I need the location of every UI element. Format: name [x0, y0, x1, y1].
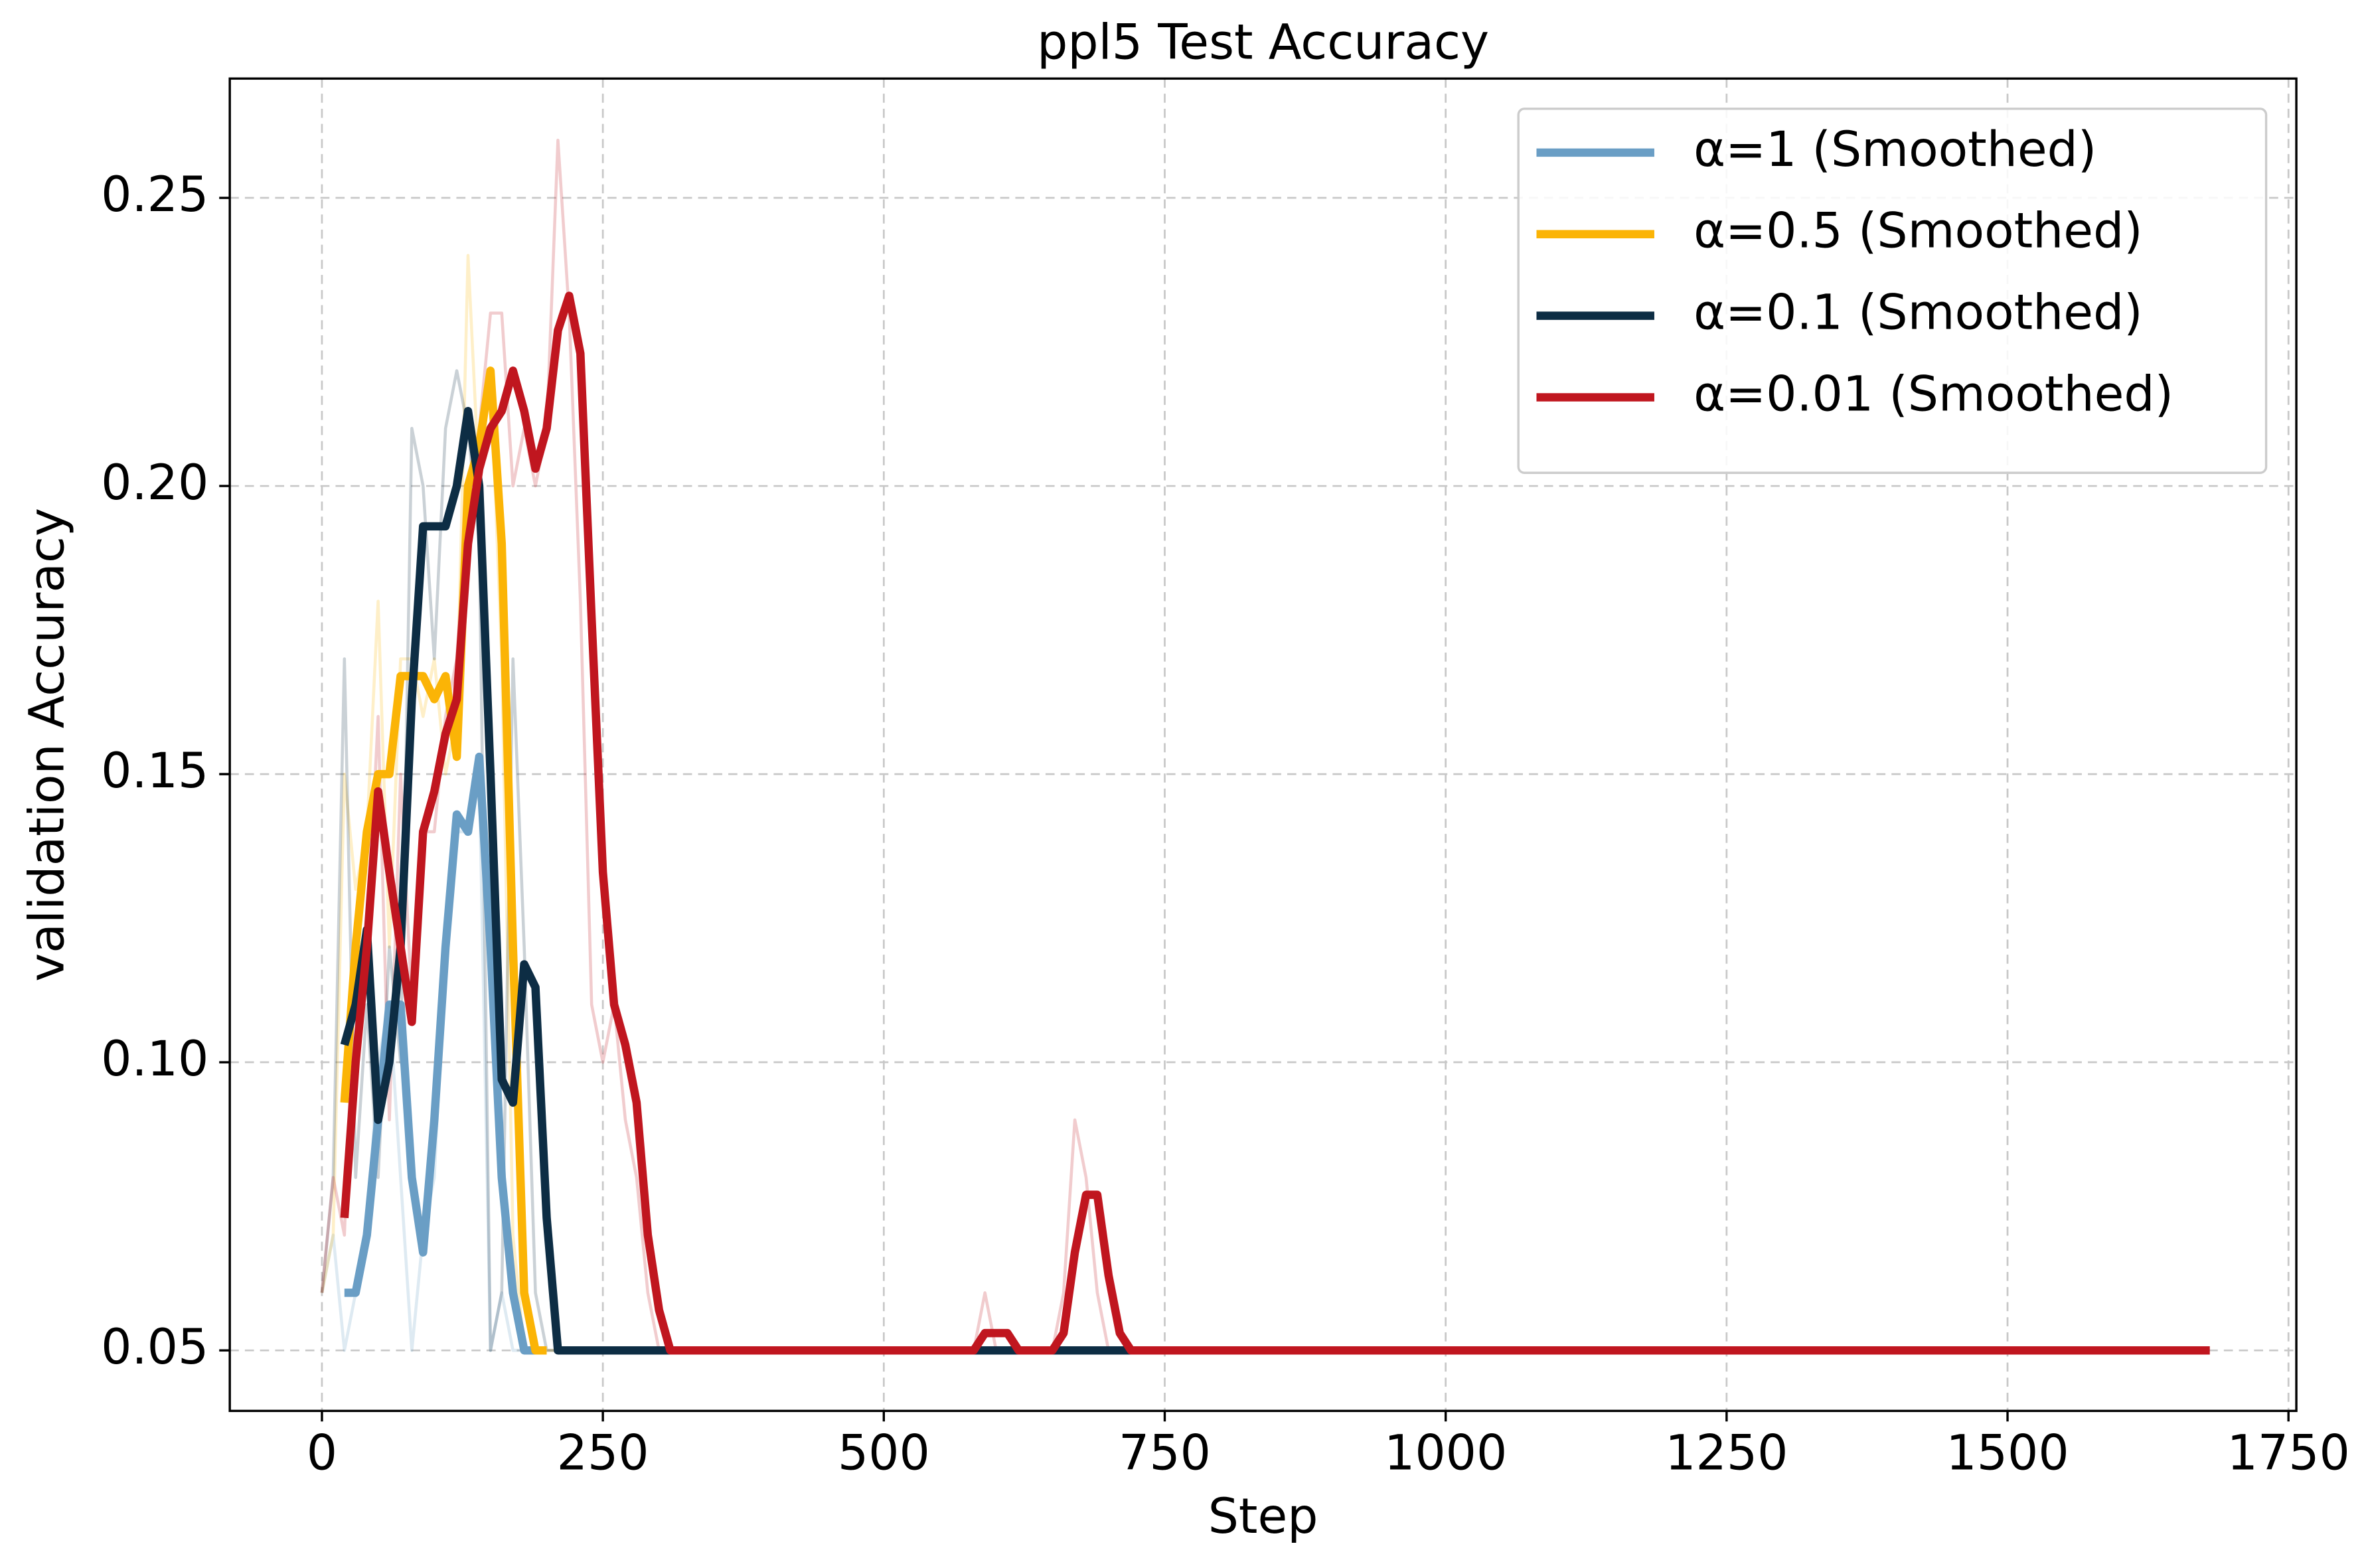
x-tick-label: 250 — [557, 1425, 649, 1482]
y-tick-label: 0.20 — [101, 455, 208, 511]
line — [340, 366, 547, 1355]
x-tick-label: 1500 — [1946, 1425, 2069, 1482]
legend-box — [1517, 108, 2268, 474]
y-tick-label: 0.05 — [101, 1319, 208, 1375]
line — [340, 291, 2210, 1355]
y-tick-label: 0.25 — [101, 167, 208, 223]
x-tick-label: 500 — [838, 1425, 930, 1482]
x-tick-label: 1250 — [1665, 1425, 1788, 1482]
x-tick-label: 750 — [1119, 1425, 1211, 1482]
legend: α=1 (Smoothed) α=0.5 (Smoothed) α=0.1 (Smo… — [1517, 108, 2268, 474]
x-axis-label: Step — [1208, 1488, 1318, 1545]
x-tick-label: 0 — [307, 1425, 337, 1482]
lines — [340, 291, 2210, 1355]
line — [320, 369, 570, 1352]
y-tick-label: 0.15 — [101, 743, 208, 799]
y-axis-label: validation Accuracy — [19, 508, 75, 982]
plot-frame — [228, 77, 2298, 1413]
y-tick-label: 0.10 — [101, 1031, 208, 1087]
legend-label: α=0.01 (Smoothed) — [1694, 366, 2173, 422]
x-tick-label: 1000 — [1384, 1425, 1507, 1482]
legend-label: α=0.5 (Smoothed) — [1694, 203, 2143, 260]
legend-label: α=1 (Smoothed) — [1694, 121, 2096, 178]
line — [344, 752, 536, 1355]
ticks: 0 250 500 750 1000 1250 1500 1750 0.05 0.10 0.15 0.… — [101, 167, 2350, 1482]
chart-title: ppl5 Test Accuracy — [1037, 14, 1489, 70]
legend-label: α=0.1 (Smoothed) — [1694, 285, 2143, 341]
x-tick-label: 1750 — [2227, 1425, 2350, 1482]
line — [340, 406, 1131, 1355]
